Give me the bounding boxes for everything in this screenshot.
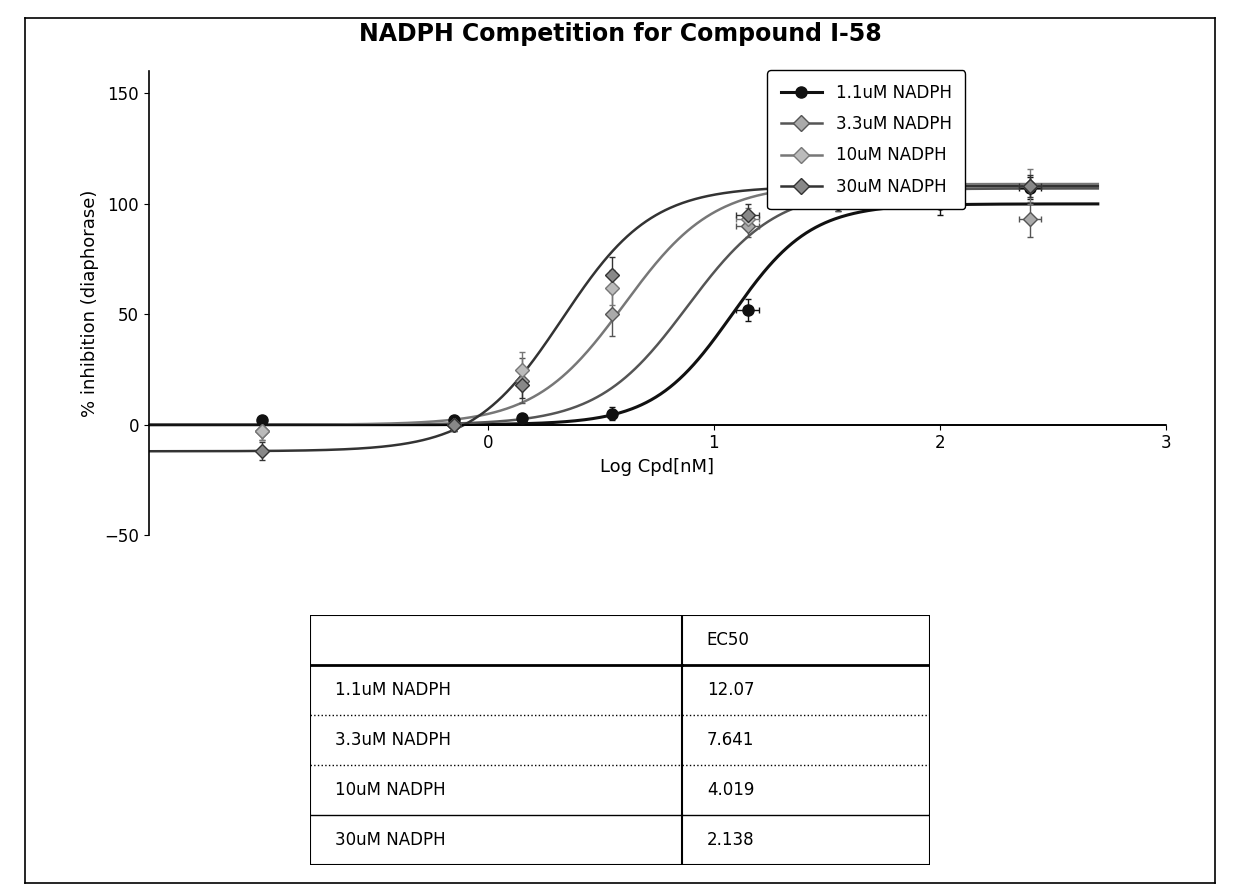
Text: 30uM NADPH: 30uM NADPH bbox=[335, 831, 445, 849]
Text: 7.641: 7.641 bbox=[707, 731, 754, 749]
Text: 1.1uM NADPH: 1.1uM NADPH bbox=[335, 681, 451, 699]
Text: NADPH Competition for Compound I-58: NADPH Competition for Compound I-58 bbox=[358, 22, 882, 46]
Legend: 1.1uM NADPH, 3.3uM NADPH, 10uM NADPH, 30uM NADPH: 1.1uM NADPH, 3.3uM NADPH, 10uM NADPH, 30… bbox=[768, 70, 965, 209]
Y-axis label: % inhibition (diaphorase): % inhibition (diaphorase) bbox=[81, 190, 99, 417]
Text: EC50: EC50 bbox=[707, 632, 750, 649]
X-axis label: Log Cpd[nM]: Log Cpd[nM] bbox=[600, 458, 714, 476]
Text: 10uM NADPH: 10uM NADPH bbox=[335, 781, 445, 799]
Text: 2.138: 2.138 bbox=[707, 831, 754, 849]
Text: 4.019: 4.019 bbox=[707, 781, 754, 799]
Text: 3.3uM NADPH: 3.3uM NADPH bbox=[335, 731, 451, 749]
Text: 12.07: 12.07 bbox=[707, 681, 754, 699]
